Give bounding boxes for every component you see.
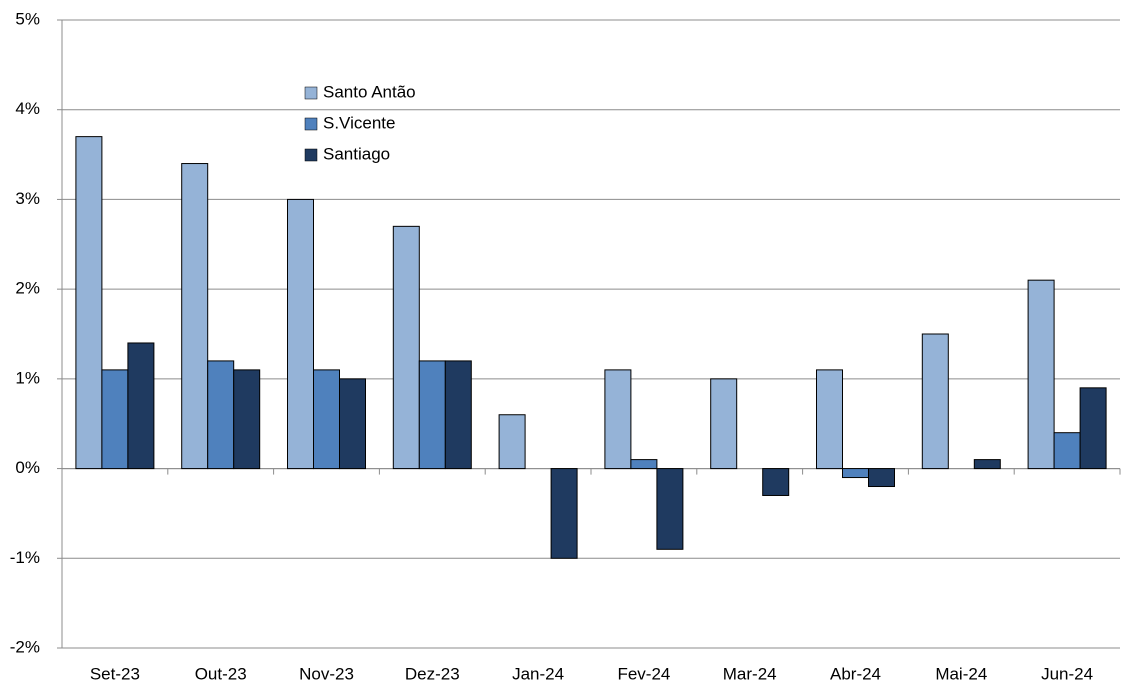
bar bbox=[444, 360, 472, 470]
y-tick-label: 4% bbox=[15, 99, 40, 118]
legend-swatch bbox=[304, 86, 318, 100]
bar bbox=[921, 333, 949, 470]
y-tick-label: 1% bbox=[15, 368, 40, 387]
x-tick-label: Jan-24 bbox=[512, 664, 564, 683]
legend-swatch bbox=[304, 148, 318, 162]
legend-label: S.Vicente bbox=[323, 113, 395, 132]
bar bbox=[287, 198, 314, 470]
bar bbox=[498, 414, 526, 470]
bar bbox=[973, 459, 1001, 470]
bar bbox=[842, 468, 869, 479]
y-tick-label: 3% bbox=[15, 189, 40, 208]
bar bbox=[207, 360, 235, 470]
bar bbox=[127, 342, 155, 470]
x-tick-label: Set-23 bbox=[90, 664, 140, 683]
y-tick-label: -1% bbox=[10, 548, 40, 567]
legend-label: Santiago bbox=[323, 144, 390, 163]
y-tick-label: -2% bbox=[10, 637, 40, 656]
y-tick-label: 2% bbox=[15, 279, 40, 298]
bar bbox=[710, 378, 738, 470]
bar bbox=[181, 163, 209, 470]
y-tick-label: 5% bbox=[15, 9, 40, 28]
y-tick-label: 0% bbox=[15, 458, 40, 477]
x-tick-label: Jun-24 bbox=[1041, 664, 1093, 683]
bar bbox=[392, 225, 420, 470]
bar bbox=[418, 360, 446, 470]
bar bbox=[101, 369, 129, 470]
x-tick-label: Nov-23 bbox=[299, 664, 354, 683]
bar bbox=[75, 136, 103, 470]
bar bbox=[1027, 279, 1055, 470]
bar bbox=[868, 468, 895, 488]
bar bbox=[762, 468, 790, 496]
x-tick-label: Out-23 bbox=[195, 664, 247, 683]
x-tick-label: Dez-23 bbox=[405, 664, 460, 683]
bar bbox=[1053, 432, 1081, 470]
x-tick-label: Abr-24 bbox=[830, 664, 881, 683]
bar bbox=[339, 378, 366, 470]
x-tick-label: Mar-24 bbox=[723, 664, 777, 683]
bar bbox=[233, 369, 261, 470]
bar bbox=[550, 468, 578, 559]
legend-swatch bbox=[304, 117, 318, 131]
bar bbox=[604, 369, 632, 470]
bar bbox=[816, 369, 843, 470]
x-tick-label: Mai-24 bbox=[935, 664, 987, 683]
bar bbox=[630, 459, 658, 470]
x-tick-label: Fev-24 bbox=[617, 664, 670, 683]
bar bbox=[1079, 387, 1107, 470]
bar bbox=[656, 468, 684, 550]
legend-label: Santo Antão bbox=[323, 82, 416, 101]
bar bbox=[313, 369, 340, 470]
